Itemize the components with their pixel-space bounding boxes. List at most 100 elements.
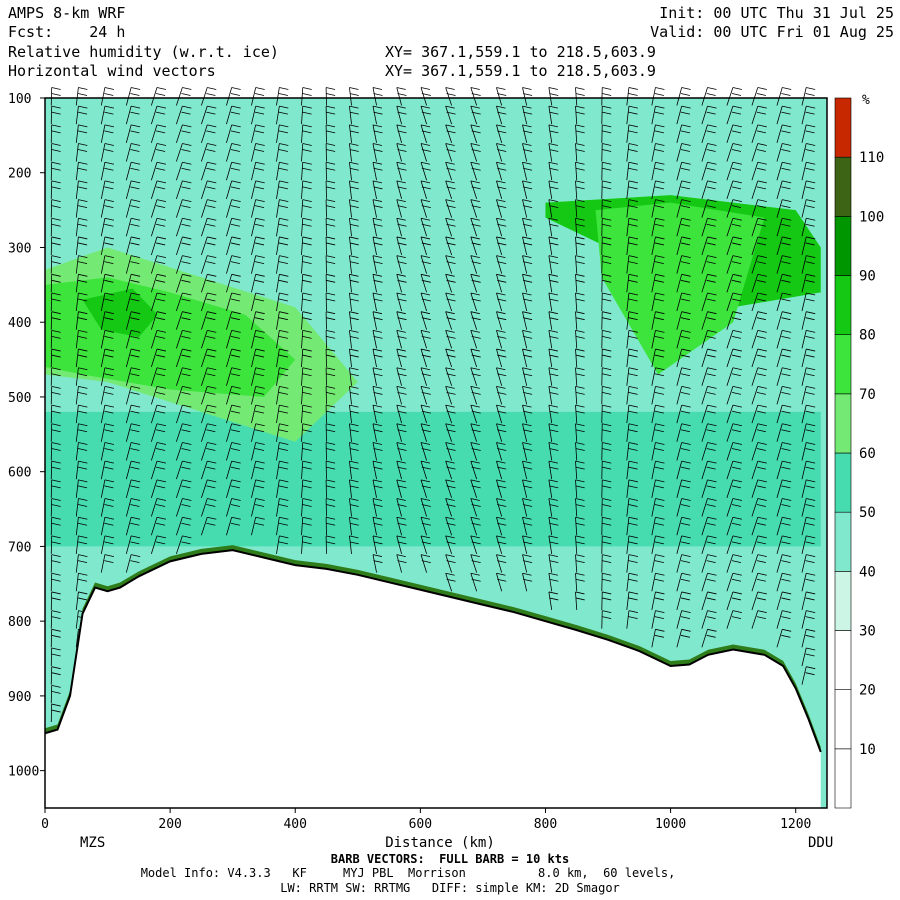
wind-barb-707 <box>701 255 717 274</box>
wind-barb-845 <box>801 628 816 648</box>
wind-barb-319 <box>349 199 359 218</box>
wind-barb-103 <box>125 329 141 349</box>
wind-barb-178 <box>201 311 217 330</box>
x-tick-label-1200: 1200 <box>780 817 811 832</box>
wind-barb-383 <box>396 442 407 461</box>
wind-barb-665 <box>651 591 665 611</box>
y-tick-label-600: 600 <box>8 466 31 481</box>
wind-barb-342 <box>372 161 383 181</box>
wind-barb-724 <box>701 572 717 592</box>
wind-barb-541 <box>548 404 559 424</box>
wind-barb-497 <box>522 87 533 106</box>
wind-barb-388 <box>396 535 407 554</box>
wind-barb-284 <box>301 479 312 498</box>
wind-barb-473 <box>496 143 507 162</box>
wind-barb-734 <box>726 199 742 218</box>
wind-barb-108 <box>125 423 141 442</box>
wind-barb-840 <box>801 535 816 554</box>
wind-barb-182 <box>201 386 217 405</box>
wind-barb-766 <box>751 255 767 274</box>
wind-barb-773 <box>751 386 767 405</box>
wind-barb-679 <box>676 292 691 312</box>
wind-barb-379 <box>396 367 407 386</box>
wind-barb-100 <box>125 273 141 293</box>
wind-barb-653 <box>651 367 665 386</box>
wind-barb-193 <box>226 143 241 162</box>
wind-barb-213 <box>226 516 241 536</box>
wind-barb-181 <box>201 367 217 386</box>
wind-barb-548 <box>548 535 559 554</box>
wind-barb-698 <box>701 87 717 106</box>
wind-barb-846 <box>801 647 816 667</box>
wind-barb-145 <box>175 161 192 181</box>
wind-barb-351 <box>372 329 383 349</box>
wind-barb-177 <box>201 292 217 312</box>
wind-barb-390 <box>420 87 431 106</box>
rh-region-5 <box>595 202 765 375</box>
wind-barb-558 <box>575 199 585 218</box>
terrain-line <box>44 549 822 753</box>
wind-barb-396 <box>420 199 431 218</box>
wind-barb-614 <box>626 180 639 199</box>
wind-barb-167 <box>201 105 217 125</box>
wind-barb-542 <box>548 423 559 442</box>
wind-barb-357 <box>372 442 383 461</box>
wind-barb-649 <box>651 292 665 312</box>
wind-barb-797 <box>776 292 792 312</box>
wind-barb-572 <box>575 460 585 480</box>
wind-barb-169 <box>201 143 217 162</box>
wind-barb-294 <box>325 199 336 218</box>
wind-barb-339 <box>372 105 383 125</box>
colorbar-swatch-8 <box>834 275 852 335</box>
wind-barb-416 <box>445 87 456 106</box>
wind-barb-159 <box>175 423 192 442</box>
wind-barb-711 <box>701 329 717 349</box>
wind-barb-220 <box>251 199 265 218</box>
wind-barb-151 <box>175 273 192 293</box>
wind-barb-732 <box>726 161 742 181</box>
wind-barb-236 <box>251 498 265 517</box>
wind-barb-4 <box>50 161 61 181</box>
wind-barb-549 <box>548 554 559 573</box>
wind-barb-818 <box>801 124 816 143</box>
colorbar-swatch-11 <box>834 97 852 158</box>
wind-barb-486 <box>496 386 507 405</box>
wind-barb-538 <box>548 348 559 368</box>
wind-barb-573 <box>575 479 585 498</box>
wind-barb-617 <box>626 236 639 255</box>
wind-barb-293 <box>325 180 336 199</box>
wind-barb-309 <box>325 479 336 498</box>
wind-barb-592 <box>601 311 612 330</box>
wind-barb-296 <box>325 236 336 255</box>
wind-barb-131 <box>150 367 167 386</box>
wind-barb-535 <box>548 292 559 312</box>
wind-barb-212 <box>226 498 241 517</box>
wind-barb-208 <box>226 423 241 442</box>
wind-barb-433 <box>445 404 456 424</box>
wind-barb-626 <box>626 404 639 424</box>
wind-barb-115 <box>125 554 141 573</box>
wind-barb-412 <box>420 498 431 517</box>
wind-barb-45 <box>75 292 88 312</box>
wind-barb-745 <box>726 404 742 424</box>
wind-barb-57 <box>75 516 88 536</box>
wind-barb-219 <box>251 180 265 199</box>
wind-barb-762 <box>751 180 767 200</box>
wind-barb-77 <box>100 329 114 349</box>
wind-barb-829 <box>801 329 816 349</box>
wind-barb-768 <box>751 292 767 312</box>
xy-coordinates-2: XY= 367.1,559.1 to 218.5,603.9 <box>385 62 656 80</box>
wind-barb-192 <box>226 124 241 143</box>
left-endpoint-label: MZS <box>80 835 105 851</box>
wind-barb-514 <box>522 404 533 424</box>
wind-barb-147 <box>175 199 192 218</box>
wind-barb-366 <box>396 124 407 143</box>
wind-barb-811 <box>776 554 792 573</box>
wind-barb-629 <box>626 460 639 480</box>
wind-barb-588 <box>601 236 612 255</box>
wind-barb-602 <box>601 498 612 517</box>
wind-barb-425 <box>445 255 456 274</box>
wind-barb-659 <box>651 479 665 498</box>
wind-barb-712 <box>701 348 717 368</box>
wind-barb-814 <box>776 610 792 629</box>
